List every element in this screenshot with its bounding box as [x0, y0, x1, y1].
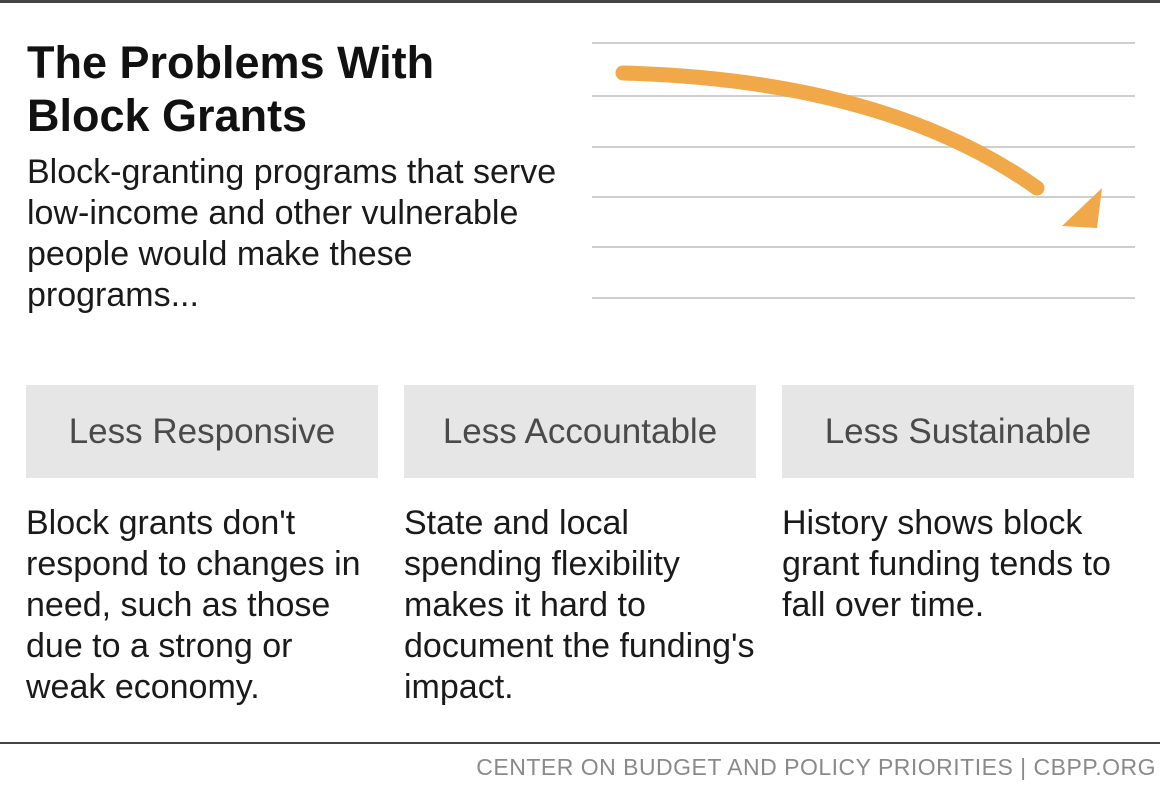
card-heading: Less Responsive	[26, 385, 378, 478]
card-heading: Less Accountable	[404, 385, 756, 478]
arrow-head	[1062, 188, 1102, 228]
card-text: State and local spending flexibility mak…	[404, 504, 755, 706]
card-text: Block grants don't respond to changes in…	[26, 504, 361, 706]
decline-graphic	[592, 42, 1135, 299]
card-text: History shows block grant funding tends …	[782, 504, 1111, 624]
page-subtitle: Block-granting programs that serve low-i…	[27, 153, 557, 314]
bottom-rule	[0, 742, 1160, 744]
cards-row: Less Responsive Block grants don't respo…	[26, 385, 1134, 715]
top-rule	[0, 0, 1160, 3]
gridlines	[592, 42, 1135, 299]
downward-trend-arrow-icon	[615, 65, 1102, 228]
card-less-accountable: Less Accountable State and local spendin…	[404, 385, 756, 708]
page-title: The Problems With Block Grants	[27, 37, 435, 141]
arrow-shaft	[615, 65, 1045, 196]
card-less-responsive: Less Responsive Block grants don't respo…	[26, 385, 378, 708]
card-less-sustainable: Less Sustainable History shows block gra…	[782, 385, 1134, 626]
card-heading: Less Sustainable	[782, 385, 1134, 478]
footer-credit: CENTER ON BUDGET AND POLICY PRIORITIES |…	[476, 754, 1156, 780]
